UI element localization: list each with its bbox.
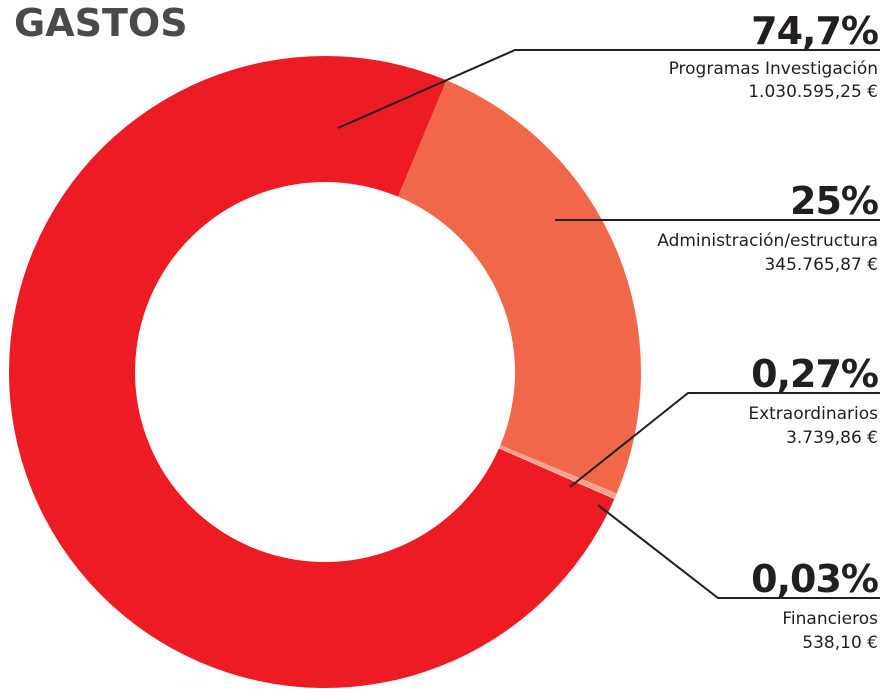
category-label: Extraordinarios — [748, 404, 878, 424]
amount-label: 1.030.595,25 € — [748, 82, 878, 102]
slice — [499, 445, 617, 499]
slice — [398, 80, 641, 494]
amount-label: 538,10 € — [802, 633, 878, 653]
leader-line — [337, 49, 880, 129]
category-label: Financieros — [782, 609, 878, 629]
amount-label: 345.765,87 € — [764, 255, 878, 275]
slice — [8, 55, 615, 688]
value-label: 0,27% — [751, 352, 878, 396]
category-label: Programas Investigación — [669, 59, 878, 79]
chart-title: GASTOS — [14, 1, 188, 45]
leader-line — [569, 392, 880, 488]
amount-label: 3.739,86 € — [786, 428, 878, 448]
slices — [8, 55, 641, 688]
value-label: 25% — [790, 179, 878, 223]
leader-line — [597, 504, 880, 599]
slice — [498, 448, 615, 500]
value-label: 74,7% — [751, 9, 878, 53]
value-label: 0,03% — [751, 557, 878, 601]
category-label: Administración/estructura — [657, 231, 878, 251]
